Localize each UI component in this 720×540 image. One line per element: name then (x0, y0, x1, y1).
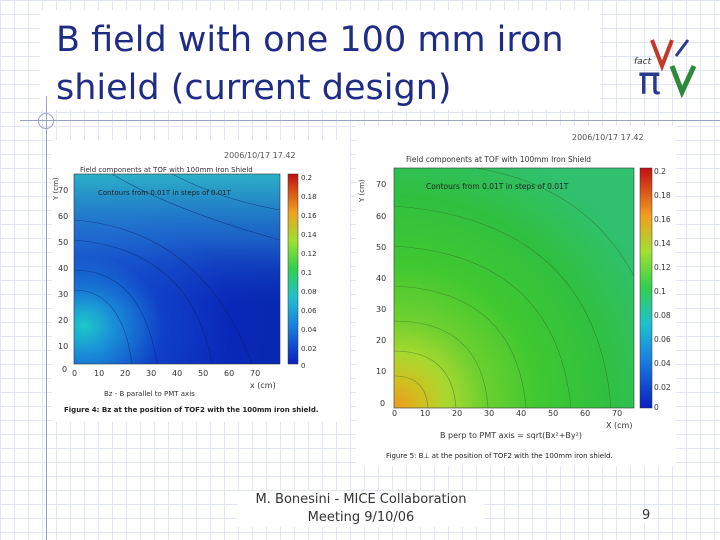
svg-text:0.12: 0.12 (301, 250, 317, 258)
mice-logo: fact π (634, 39, 697, 100)
svg-text:0.1: 0.1 (654, 287, 666, 296)
svg-text:0.06: 0.06 (654, 335, 671, 344)
svg-text:40: 40 (376, 274, 386, 283)
left-ytick: 70 (58, 186, 68, 195)
left-color-scale (287, 173, 299, 365)
right-timestamp: 2006/10/17 17.42 (572, 133, 644, 142)
left-xtick: 50 (198, 369, 208, 378)
svg-text:60: 60 (376, 212, 386, 221)
right-plot-title: Field components at TOF with 100mm Iron … (406, 155, 591, 164)
svg-text:0.02: 0.02 (654, 383, 671, 392)
left-timestamp: 2006/10/17 17.42 (224, 151, 296, 160)
right-ylabel: Y (cm) (358, 179, 366, 203)
svg-text:30: 30 (484, 409, 494, 418)
svg-text:π: π (638, 59, 661, 100)
left-scale-ticks: 0.2 0.18 0.16 0.14 0.12 0.1 0.08 0.06 0.… (301, 174, 317, 370)
right-xlabel: X (cm) (606, 421, 632, 430)
left-ytick: 10 (58, 342, 68, 351)
left-ytick: 20 (58, 316, 68, 325)
svg-text:0.18: 0.18 (654, 191, 671, 200)
right-color-scale (639, 167, 653, 409)
left-xtick: 30 (146, 369, 156, 378)
svg-text:0.06: 0.06 (301, 307, 317, 315)
title-divider (20, 120, 720, 121)
svg-text:40: 40 (516, 409, 526, 418)
svg-text:0.14: 0.14 (301, 231, 317, 239)
slide-title: B field with one 100 mm iron shield (cur… (56, 16, 596, 112)
svg-text:0.2: 0.2 (654, 167, 666, 176)
left-ylabel: Y (cm) (52, 177, 60, 201)
svg-text:0.16: 0.16 (301, 212, 317, 220)
svg-text:20: 20 (376, 336, 386, 345)
left-xtick: 0 (72, 369, 77, 378)
left-xaxis-ticks: 0 10 20 30 40 50 60 70 (72, 369, 260, 378)
left-plot-title: Field components at TOF with 100mm Iron … (80, 166, 253, 174)
left-xlabel: x (cm) (250, 381, 276, 390)
left-caption: Figure 4: Bz at the position of TOF2 wit… (64, 406, 319, 414)
left-xtick: 20 (120, 369, 130, 378)
right-xaxis-ticks: 0 10 20 30 40 50 60 70 (392, 409, 622, 418)
left-xtick: 10 (94, 369, 104, 378)
svg-text:0.16: 0.16 (654, 215, 671, 224)
bperp-field-plot: 2006/10/17 17.42 Field components at TOF… (356, 126, 676, 466)
left-ytick: 30 (58, 290, 68, 299)
page-number: 9 (640, 508, 653, 523)
svg-text:0: 0 (380, 399, 385, 408)
svg-text:10: 10 (376, 367, 386, 376)
svg-text:0.08: 0.08 (301, 288, 317, 296)
title-line-1: B field with one 100 mm iron (56, 20, 564, 60)
svg-text:0.12: 0.12 (654, 263, 671, 272)
left-rule (46, 96, 47, 540)
right-yaxis-ticks: 70 60 50 40 30 20 10 0 (376, 180, 386, 408)
svg-text:0.1: 0.1 (301, 269, 312, 277)
svg-text:0.2: 0.2 (301, 174, 312, 182)
svg-text:30: 30 (376, 305, 386, 314)
bz-field-plot: 2006/10/17 17.42 Field components at TOF… (52, 140, 350, 422)
left-annotation: Contours from 0.01T in steps of 0.01T (98, 189, 232, 197)
left-yaxis-ticks: 70 60 50 40 30 20 10 0 (58, 186, 68, 374)
svg-text:0: 0 (392, 409, 397, 418)
right-annotation: Contours from 0.01T in steps of 0.01T (426, 182, 569, 191)
svg-text:0.04: 0.04 (301, 326, 317, 334)
svg-text:50: 50 (376, 243, 386, 252)
title-backdrop (40, 10, 600, 110)
svg-text:20: 20 (452, 409, 462, 418)
svg-text:0: 0 (654, 403, 659, 412)
right-component-label: B perp to PMT axis = sqrt(Bx²+By²) (440, 431, 582, 440)
title-line-2: shield (current design) (56, 68, 452, 108)
svg-text:0.04: 0.04 (654, 359, 671, 368)
footer-line-2: Meeting 9/10/06 (307, 510, 415, 525)
svg-text:0.02: 0.02 (301, 345, 317, 353)
right-heatmap (394, 168, 634, 408)
left-component-label: Bz - B parallel to PMT axis (104, 390, 195, 398)
slide-footer: M. Bonesini - MICE Collaboration Meeting… (238, 491, 484, 527)
right-scale-ticks: 0.2 0.18 0.16 0.14 0.12 0.1 0.08 0.06 0.… (654, 167, 671, 412)
right-caption: Figure 5: B⊥ at the position of TOF2 wit… (386, 452, 613, 460)
left-xtick: 40 (172, 369, 182, 378)
svg-text:0.08: 0.08 (654, 311, 671, 320)
left-ytick: 60 (58, 212, 68, 221)
svg-text:50: 50 (548, 409, 558, 418)
svg-text:60: 60 (580, 409, 590, 418)
left-ytick: 0 (62, 365, 67, 374)
svg-text:0.18: 0.18 (301, 193, 317, 201)
rule-circle-marker (38, 113, 54, 129)
logo-text: fact (634, 57, 652, 67)
footer-line-1: M. Bonesini - MICE Collaboration (255, 492, 467, 507)
svg-text:70: 70 (376, 180, 386, 189)
svg-text:0.14: 0.14 (654, 239, 671, 248)
svg-text:70: 70 (612, 409, 622, 418)
svg-text:10: 10 (420, 409, 430, 418)
left-xtick: 60 (224, 369, 234, 378)
svg-text:0: 0 (301, 362, 305, 370)
left-xtick: 70 (250, 369, 260, 378)
left-ytick: 40 (58, 264, 68, 273)
left-ytick: 50 (58, 238, 68, 247)
